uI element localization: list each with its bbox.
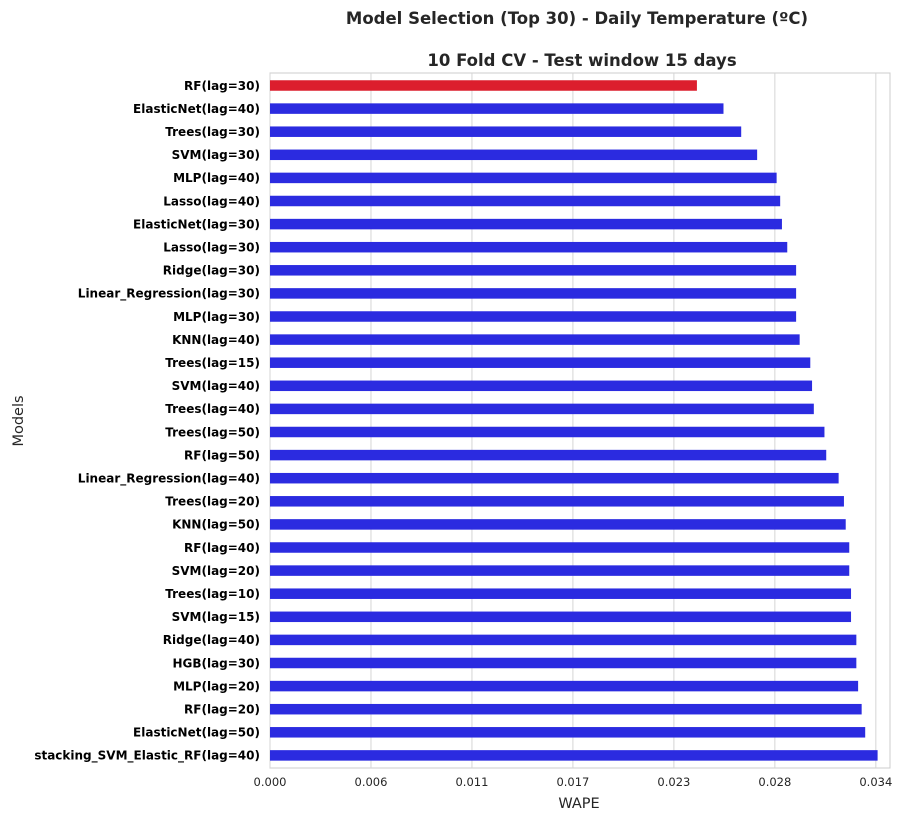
bar — [270, 80, 697, 91]
bar — [270, 634, 857, 646]
bar — [270, 657, 857, 669]
y-axis-label: Models — [11, 395, 27, 446]
category-label: Trees(lag=15) — [165, 356, 260, 370]
bar — [270, 241, 788, 253]
x-tick-labels: 0.000 0.006 0.011 0.017 0.023 0.028 0.034 — [254, 775, 893, 789]
x-tick-label: 0.000 — [254, 775, 287, 789]
category-label: RF(lag=50) — [184, 448, 260, 462]
bar — [270, 334, 800, 345]
category-labels: RF(lag=30) ElasticNet(lag=40) Trees(lag=30… — [34, 79, 260, 764]
x-tick-label: 0.034 — [859, 775, 892, 789]
category-label: Linear_Regression(lag=40) — [78, 472, 260, 487]
x-tick-label: 0.023 — [657, 775, 690, 789]
chart-subtitle: 10 Fold CV - Test window 15 days — [427, 51, 736, 70]
bar — [270, 311, 797, 322]
category-label: Lasso(lag=30) — [163, 241, 260, 255]
bar — [270, 149, 758, 161]
x-tick-label: 0.017 — [556, 775, 589, 789]
x-axis-label: WAPE — [558, 796, 599, 812]
bar — [270, 750, 878, 761]
bar — [270, 519, 846, 530]
bar — [270, 126, 742, 137]
category-label: MLP(lag=20) — [173, 679, 260, 693]
category-label: KNN(lag=50) — [172, 518, 260, 532]
bar — [270, 403, 814, 415]
category-label: KNN(lag=40) — [172, 333, 260, 347]
bar — [270, 565, 850, 576]
bar — [270, 588, 852, 599]
x-tick-label: 0.006 — [355, 775, 388, 789]
category-label: SVM(lag=15) — [172, 610, 260, 624]
plot-area — [269, 72, 891, 769]
category-label: RF(lag=30) — [184, 79, 260, 93]
bar — [270, 265, 797, 276]
category-label: RF(lag=20) — [184, 703, 260, 717]
bar — [270, 218, 782, 230]
category-label: Trees(lag=40) — [165, 402, 260, 416]
x-tick-label: 0.028 — [758, 775, 791, 789]
category-label: ElasticNet(lag=50) — [133, 726, 260, 740]
bar — [270, 357, 811, 368]
category-label: Ridge(lag=40) — [163, 633, 260, 647]
category-label: Ridge(lag=30) — [163, 264, 260, 278]
x-tick-label: 0.011 — [455, 775, 488, 789]
bar — [270, 680, 859, 692]
chart-title: Model Selection (Top 30) - Daily Tempera… — [346, 9, 808, 28]
bar — [270, 542, 850, 553]
category-label: HGB(lag=30) — [172, 656, 260, 670]
bar — [270, 103, 724, 114]
bar — [270, 703, 862, 715]
category-label: Trees(lag=10) — [165, 587, 260, 601]
category-label: ElasticNet(lag=40) — [133, 102, 260, 116]
category-label: SVM(lag=40) — [172, 379, 260, 393]
bar — [270, 426, 825, 438]
category-label: ElasticNet(lag=30) — [133, 217, 260, 231]
category-label: Trees(lag=30) — [165, 125, 260, 139]
category-label: Linear_Regression(lag=30) — [78, 287, 260, 302]
bar — [270, 195, 781, 207]
category-label: MLP(lag=30) — [173, 310, 260, 324]
bar — [270, 727, 866, 738]
gridlines — [269, 73, 877, 768]
bar — [270, 288, 797, 299]
bar — [270, 496, 844, 507]
category-label: stacking_SVM_Elastic_RF(lag=40) — [34, 749, 260, 764]
bar — [270, 611, 852, 623]
category-label: Trees(lag=20) — [165, 495, 260, 509]
category-label: SVM(lag=20) — [172, 564, 260, 578]
category-label: MLP(lag=40) — [173, 171, 260, 185]
category-label: Lasso(lag=40) — [163, 194, 260, 208]
bar — [270, 449, 827, 461]
category-label: SVM(lag=30) — [172, 148, 260, 162]
category-label: Trees(lag=50) — [165, 425, 260, 439]
bar — [270, 472, 839, 484]
bar — [270, 380, 813, 392]
bars — [270, 80, 878, 761]
category-label: RF(lag=40) — [184, 541, 260, 555]
bar — [270, 172, 777, 184]
